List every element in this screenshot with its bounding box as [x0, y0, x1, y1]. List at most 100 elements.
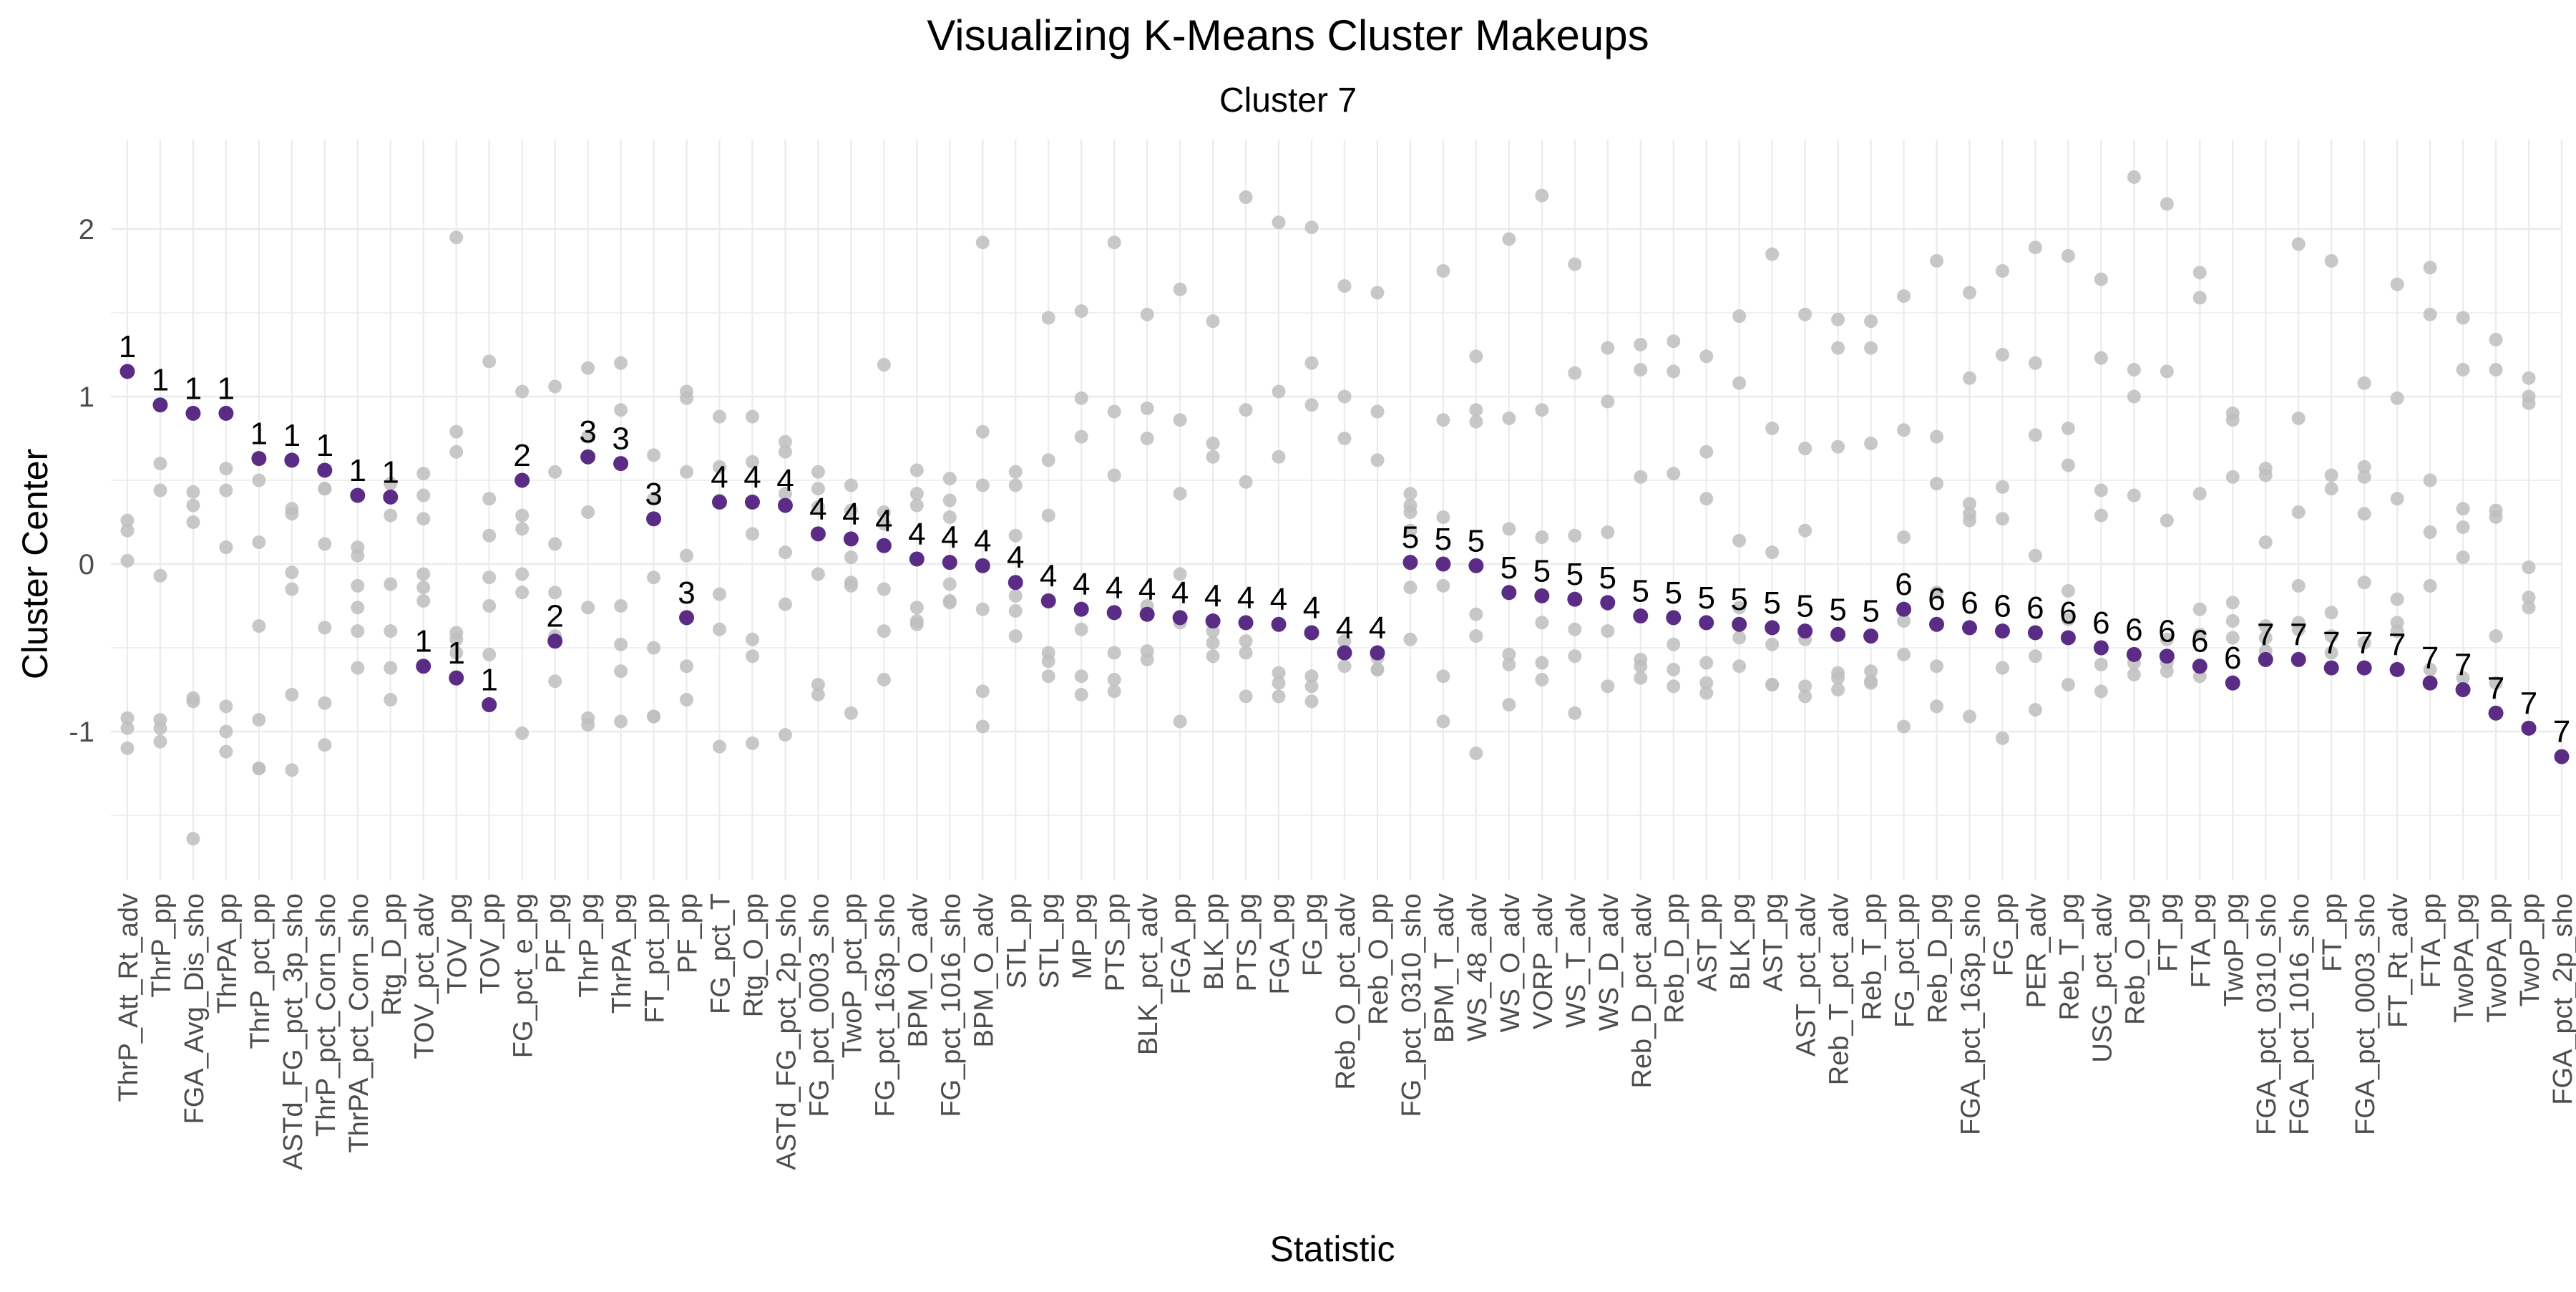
rank-label: 6 [2092, 606, 2109, 641]
other-cluster-point [2127, 389, 2141, 404]
other-cluster-point [285, 688, 299, 702]
other-cluster-point [1502, 647, 1516, 661]
other-cluster-point [219, 699, 233, 714]
other-cluster-point [811, 482, 825, 496]
other-cluster-point [2061, 248, 2075, 263]
other-cluster-point [2192, 602, 2207, 616]
rank-label: 6 [1928, 582, 1945, 617]
other-cluster-point [975, 235, 990, 250]
other-cluster-point [449, 646, 464, 660]
highlight-point [1732, 616, 1747, 632]
x-tick-label: BPM_O_adv [969, 893, 999, 1047]
other-cluster-point [252, 535, 266, 550]
other-cluster-point [1798, 523, 1813, 538]
x-tick-label: AST_pct_adv [1792, 893, 1822, 1057]
other-cluster-point [416, 512, 431, 526]
rank-label: 5 [1730, 582, 1747, 617]
x-tick-label: FG_pp [1989, 893, 2019, 976]
other-cluster-point [1107, 646, 1121, 660]
other-cluster-point [1667, 334, 1681, 349]
other-cluster-point [2456, 671, 2470, 685]
highlight-point [1929, 616, 1945, 632]
other-cluster-point [2324, 482, 2338, 496]
other-cluster-point [1272, 215, 1286, 230]
highlight-point [1501, 585, 1517, 601]
rank-label: 5 [1763, 586, 1780, 621]
other-cluster-point [548, 379, 562, 394]
other-cluster-point [614, 637, 628, 651]
rank-label: 1 [218, 371, 235, 406]
other-cluster-point [778, 487, 792, 501]
other-cluster-point [1962, 513, 1976, 528]
other-cluster-point [1008, 528, 1023, 543]
highlight-point [1896, 601, 1912, 617]
x-tick-label: STL_pg [1035, 893, 1065, 989]
other-cluster-point [416, 567, 431, 581]
other-cluster-point [1568, 257, 1582, 271]
other-cluster-point [548, 537, 562, 551]
other-cluster-point [1897, 614, 1911, 628]
other-cluster-point [153, 734, 167, 749]
other-cluster-point [2028, 548, 2042, 563]
other-cluster-point [1535, 656, 1549, 670]
rank-label: 5 [1435, 522, 1452, 557]
other-cluster-point [1601, 341, 1615, 355]
other-cluster-point [2489, 363, 2503, 377]
other-cluster-point [2028, 241, 2042, 255]
other-cluster-point [1634, 470, 1648, 484]
rank-label: 1 [119, 329, 136, 364]
other-cluster-point [1239, 634, 1253, 649]
other-cluster-point [1634, 671, 1648, 685]
other-cluster-point [2357, 636, 2371, 650]
other-cluster-point [1864, 664, 1878, 679]
other-cluster-point [581, 505, 595, 519]
highlight-point [712, 494, 728, 510]
x-tick-label: Reb_T_pp [1858, 893, 1888, 1020]
other-cluster-point [2192, 627, 2207, 641]
x-tick-label: PF_pg [542, 893, 572, 973]
other-cluster-point [1732, 601, 1747, 615]
x-tick-label: Reb_T_pg [2054, 893, 2084, 1020]
x-tick-label: TwoP_pct_pp [837, 893, 867, 1058]
highlight-point [777, 497, 793, 513]
highlight-point [1205, 613, 1221, 629]
x-tick-label: ThrP_pp [147, 893, 177, 998]
y-tick-label: 2 [79, 214, 94, 246]
highlight-point [547, 633, 563, 649]
other-cluster-point [2423, 307, 2437, 321]
other-cluster-point [1041, 311, 1055, 325]
other-cluster-point [1337, 389, 1352, 404]
x-tick-label: FT_pg [2153, 893, 2183, 972]
highlight-point [1271, 616, 1287, 632]
other-cluster-point [844, 478, 858, 492]
other-cluster-point [1041, 508, 1055, 523]
other-cluster-point [186, 832, 200, 846]
other-cluster-point [713, 622, 727, 636]
rank-label: 7 [2520, 686, 2537, 721]
y-axis-title: Cluster Center [15, 449, 55, 679]
other-cluster-point [1403, 581, 1418, 595]
other-cluster-point [2094, 272, 2108, 286]
other-cluster-point [1140, 652, 1154, 666]
other-cluster-point [1535, 188, 1549, 203]
rank-label: 1 [152, 363, 169, 398]
other-cluster-point [318, 696, 332, 710]
other-cluster-point [647, 492, 661, 506]
other-cluster-point [1304, 694, 1319, 709]
other-cluster-point [318, 621, 332, 635]
other-cluster-point [1699, 686, 1714, 700]
other-cluster-point [1436, 264, 1450, 278]
other-cluster-point [186, 485, 200, 499]
other-cluster-point [2357, 507, 2371, 521]
other-cluster-point [416, 488, 431, 502]
other-cluster-point [1008, 465, 1023, 479]
other-cluster-point [2225, 413, 2240, 427]
other-cluster-point [844, 503, 858, 518]
highlight-point [284, 452, 300, 468]
x-tick-label: TOV_pct_adv [410, 893, 440, 1059]
other-cluster-point [1502, 698, 1516, 712]
other-cluster-point [285, 502, 299, 516]
x-tick-label: WS_T_adv [1561, 893, 1591, 1028]
rank-label: 5 [1664, 575, 1682, 611]
highlight-point [1863, 628, 1879, 644]
